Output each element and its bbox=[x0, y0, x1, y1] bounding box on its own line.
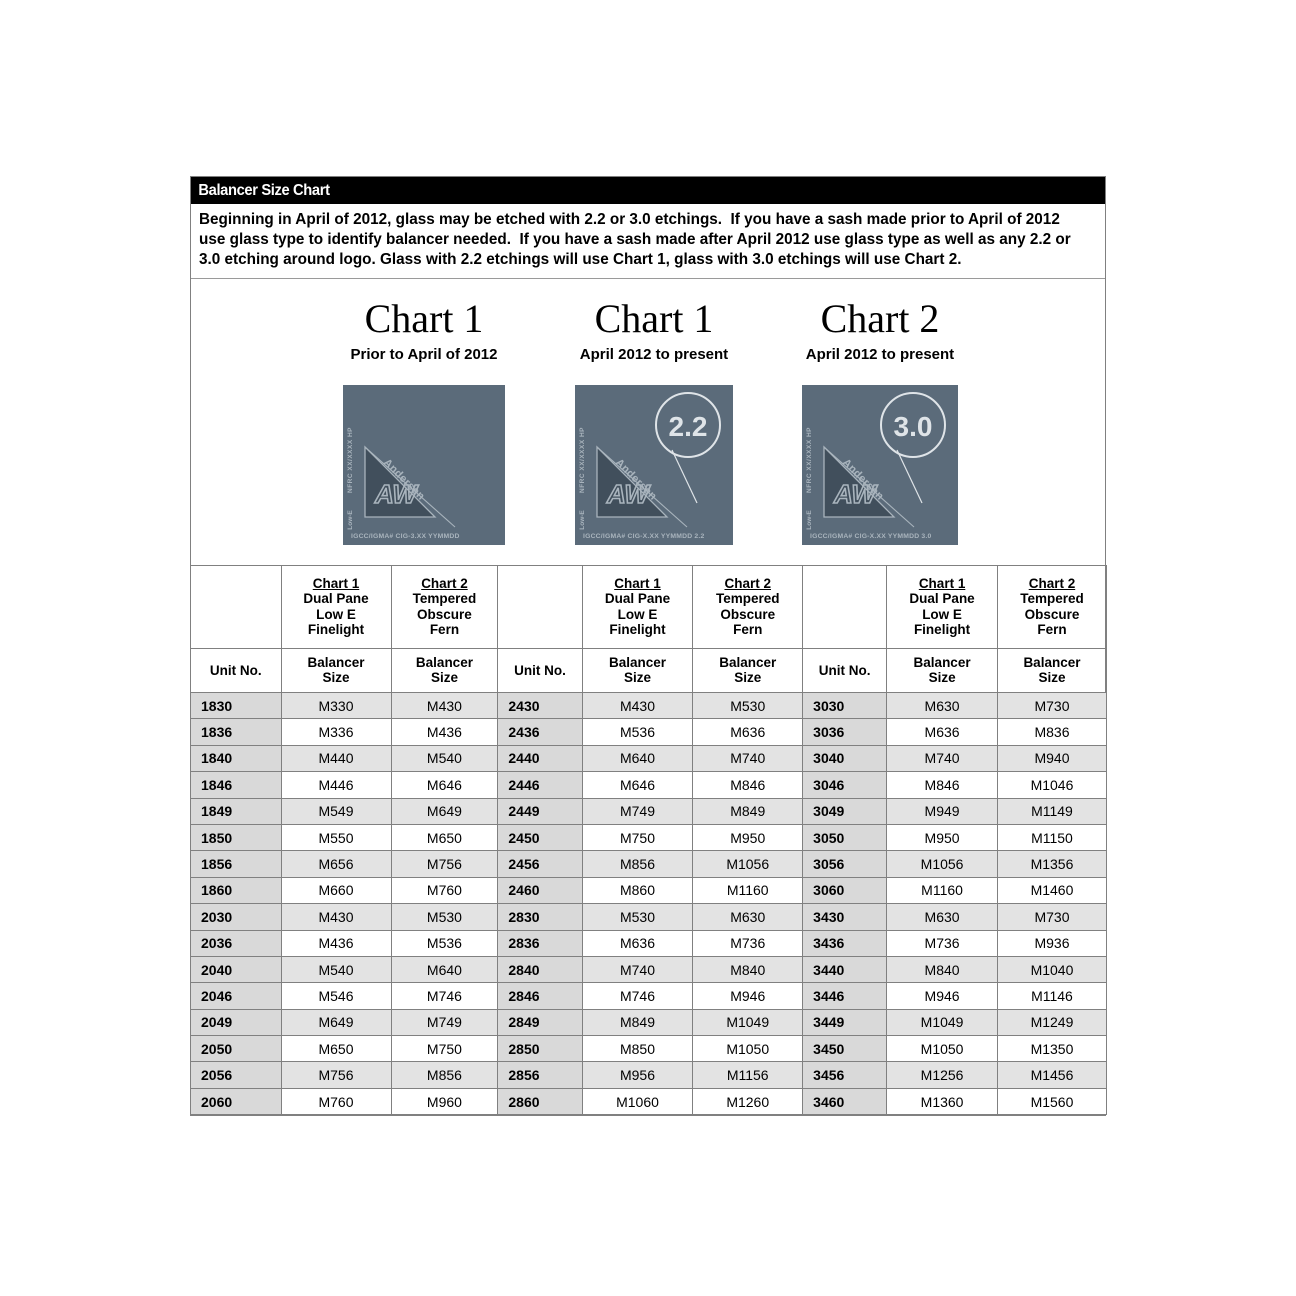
svg-text:NFRC XX/XXXX HP: NFRC XX/XXXX HP bbox=[806, 427, 813, 493]
svg-text:NFRC XX/XXXX HP: NFRC XX/XXXX HP bbox=[347, 427, 354, 493]
svg-text:Low-E: Low-E bbox=[579, 510, 586, 530]
svg-text:IGCC/IGMA# CIG-X.XX YYMMDD 3.0: IGCC/IGMA# CIG-X.XX YYMMDD 3.0 bbox=[810, 533, 931, 540]
svg-text:AW: AW bbox=[374, 479, 419, 509]
svg-text:2.2: 2.2 bbox=[669, 411, 708, 442]
svg-text:AW: AW bbox=[833, 479, 878, 509]
svg-text:IGCC/IGMA# CIG-X.XX YYMMDD 2.2: IGCC/IGMA# CIG-X.XX YYMMDD 2.2 bbox=[583, 533, 704, 540]
svg-text:NFRC XX/XXXX HP: NFRC XX/XXXX HP bbox=[579, 427, 586, 493]
svg-text:AW: AW bbox=[606, 479, 651, 509]
svg-text:Low-E: Low-E bbox=[806, 510, 813, 530]
svg-text:Low-E: Low-E bbox=[347, 510, 354, 530]
svg-text:3.0: 3.0 bbox=[894, 411, 933, 442]
svg-text:IGCC/IGMA# CIG-3.XX YYMMDD: IGCC/IGMA# CIG-3.XX YYMMDD bbox=[351, 533, 460, 540]
